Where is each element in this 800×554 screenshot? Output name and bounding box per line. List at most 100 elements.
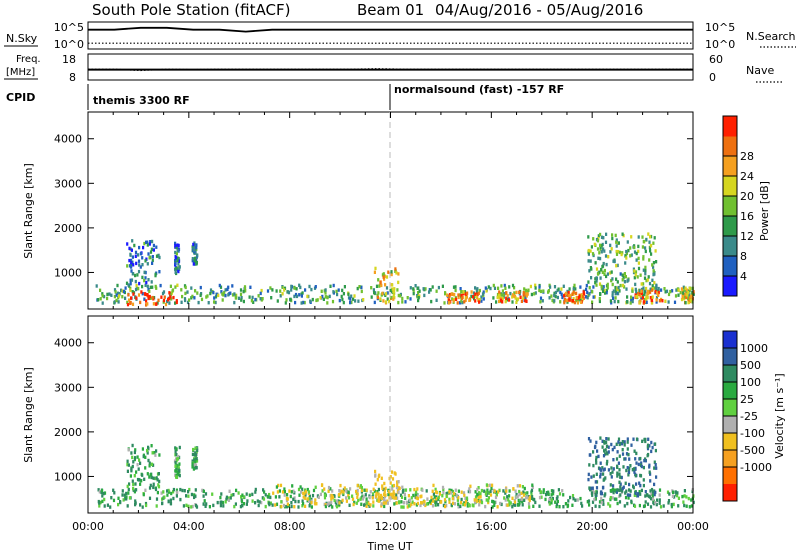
range-cell [331,505,334,509]
range-cell [685,495,688,499]
range-cell [384,501,387,505]
range-cell [624,254,627,258]
range-cell [141,292,144,296]
range-cell [110,293,113,297]
range-cell [152,485,155,490]
range-cell [605,274,608,279]
range-cell [428,290,431,294]
range-cell [139,482,142,486]
range-cell [401,300,404,304]
range-cell [372,288,375,292]
range-cell [287,290,290,294]
range-cell [193,453,196,457]
range-cell [648,470,651,474]
range-cell [682,500,685,504]
range-cell [191,258,194,263]
range-cell [177,454,180,459]
range-cell [470,294,473,299]
range-cell [151,258,154,263]
range-cell [686,293,689,297]
range-cell [323,496,327,500]
range-cell [665,289,669,293]
range-cell [633,276,636,280]
range-cell [131,443,134,448]
range-cell [671,494,674,498]
range-cell [618,472,621,476]
range-cell [611,236,614,241]
range-cell [172,487,175,492]
range-cell [640,291,643,296]
range-cell [512,503,515,507]
range-cell [457,502,460,506]
range-cell [605,440,608,445]
range-cell [382,299,385,303]
range-cell [306,294,309,299]
range-cell [389,492,392,497]
range-cell [614,292,617,296]
range-cell [175,453,178,457]
range-cell [683,288,686,292]
range-cell [175,473,178,477]
range-cell [155,449,158,453]
range-cell [589,453,592,457]
range-cell [492,283,495,288]
range-cell [372,487,375,491]
range-cell [684,286,687,290]
range-cell [638,288,641,293]
range-cell [650,440,653,445]
range-cell [352,502,355,507]
range-cell [615,238,618,242]
range-cell [191,504,194,509]
range-cell [146,472,149,476]
range-cell [508,500,511,504]
range-cell [233,504,236,509]
range-cell [646,292,649,296]
range-cell [592,450,595,454]
range-cell [178,473,181,478]
range-cell [386,291,389,295]
range-cell [634,457,637,461]
range-cell [262,488,265,492]
range-cell [571,299,575,303]
range-cell [101,292,104,296]
range-cell [191,245,194,249]
range-cell [315,298,318,303]
range-cell [650,492,653,496]
range-cluster [126,443,161,492]
range-cluster [496,290,529,304]
range-cell [604,254,608,258]
range-cell [658,488,662,492]
range-cell [330,493,333,498]
range-cell [478,300,481,304]
range-cell [603,440,606,444]
range-cell [554,290,557,295]
range-cell [220,290,223,294]
range-cell [455,297,458,301]
range-cell [625,489,628,493]
range-cell [453,293,456,297]
range-cell [587,472,590,477]
range-cell [624,275,627,279]
range-cell [683,297,686,301]
range-cell [349,300,352,305]
range-cell [209,291,212,296]
range-cell [464,292,467,296]
range-cell [650,496,653,501]
range-cell [657,290,660,295]
range-cell [598,296,601,301]
range-cell [171,289,174,293]
range-cell [528,505,531,509]
range-cell [527,502,531,506]
range-cell [391,494,394,499]
range-cluster [173,445,181,479]
range-cell [348,503,351,507]
range-cell [631,289,634,293]
range-cell [621,283,625,288]
range-cell [409,286,412,290]
range-cell [524,298,527,303]
range-cell [423,502,426,506]
range-cell [562,284,565,288]
range-cell [177,243,180,248]
range-cell [463,290,466,294]
range-cell [451,496,454,501]
